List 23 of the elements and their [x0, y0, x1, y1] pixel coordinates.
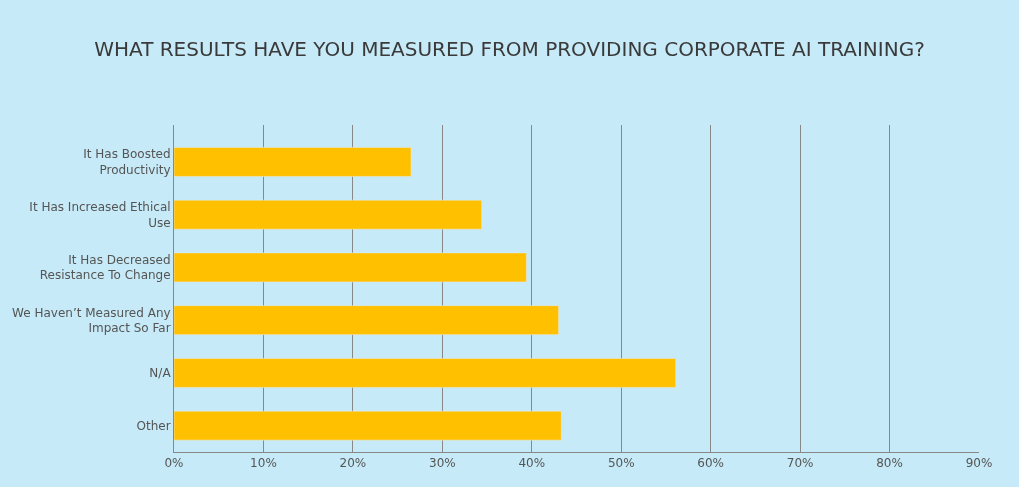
x-tick-label: 20%: [339, 456, 367, 471]
x-tick-label: 80%: [876, 456, 903, 471]
x-tick-label: 90%: [965, 456, 993, 471]
x-tick-label: 60%: [697, 456, 725, 471]
x-tick-label: 40%: [518, 456, 546, 471]
x-tick-label: 10%: [250, 456, 277, 471]
y-tick-label: N/A: [149, 366, 172, 381]
bar: [174, 147, 412, 177]
y-tick-label: It Has Boosted Productivity: [83, 147, 171, 177]
y-tick-label: It Has Decreased Resistance To Change: [39, 252, 171, 283]
x-tick-label: 50%: [607, 456, 635, 471]
y-tick-label: We Haven’t Measured Any Impact So Far: [12, 305, 171, 336]
bar: [174, 199, 482, 230]
chart-title: WHAT RESULTS HAVE YOU MEASURED FROM PROVIDING CORPORATE AI TRAINING?: [94, 36, 925, 61]
bar: [174, 252, 527, 283]
x-tick-label: 70%: [786, 456, 814, 471]
bar: [174, 305, 559, 335]
bar: [174, 410, 562, 441]
x-tick-label: 30%: [428, 456, 456, 471]
x-tick-label: 0%: [164, 456, 184, 471]
bar: [174, 358, 677, 388]
y-tick-label: It Has Increased Ethical Use: [29, 200, 171, 230]
y-tick-label: Other: [136, 418, 171, 433]
